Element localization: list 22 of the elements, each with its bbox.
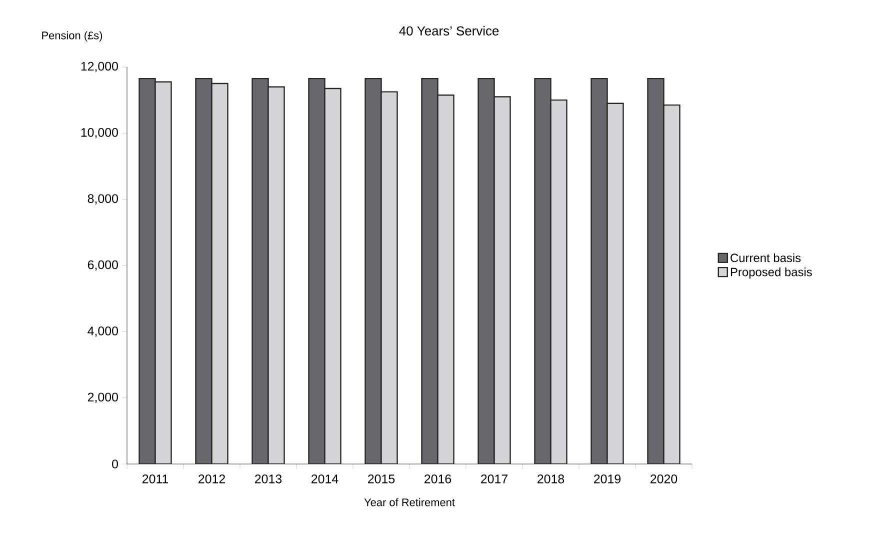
x-tick-label: 2011	[142, 474, 168, 484]
x-tick-label: 2016	[424, 474, 452, 484]
legend-label: Current basis	[730, 253, 801, 262]
x-tick-label: 2020	[650, 474, 678, 484]
x-tick-label: 2013	[255, 474, 282, 484]
x-tick-label: 2019	[594, 474, 621, 484]
y-tick-label: 2,000	[88, 392, 118, 403]
x-tick-label: 2015	[368, 474, 395, 484]
x-tick-label: 2018	[538, 474, 564, 484]
y-tick-label: 4,000	[88, 326, 118, 337]
x-tick-label: 2012	[198, 474, 225, 484]
x-tick-label: 2014	[312, 474, 338, 484]
chart-title: 40 Years’ Service	[399, 26, 499, 36]
legend-label: Proposed basis	[730, 267, 812, 279]
y-tick-label: 12,000	[81, 62, 118, 72]
y-tick-label: 8,000	[88, 194, 118, 204]
x-tick-label: 2017	[481, 474, 508, 484]
y-tick-label: 10,000	[81, 128, 118, 138]
y-tick-label: 0	[112, 460, 118, 468]
x-axis-title: Year of Retirement	[364, 498, 455, 506]
y-axis-title: Pension (£s)	[42, 31, 102, 42]
y-tick-label: 6,000	[88, 260, 118, 271]
